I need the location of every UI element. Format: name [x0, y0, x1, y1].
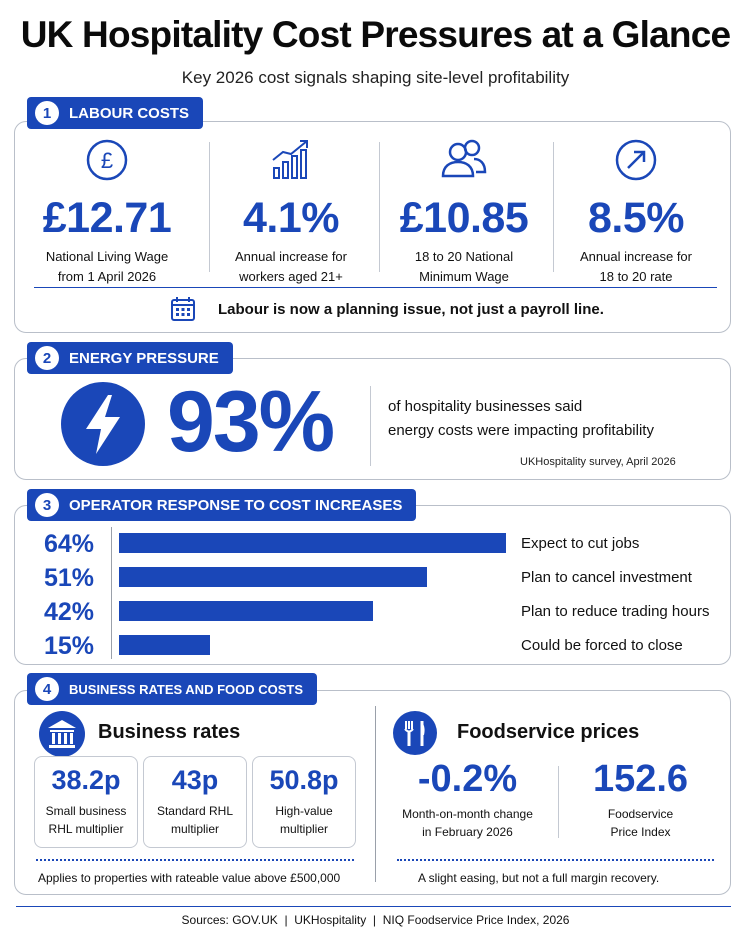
rates-note: Applies to properties with rateable valu…: [38, 871, 341, 885]
section-heading: OPERATOR RESPONSE TO COST INCREASES: [69, 496, 403, 514]
divider: [558, 766, 559, 838]
bar-value-label: 42%: [44, 598, 95, 626]
page-title: UK Hospitality Cost Pressures at a Glanc…: [20, 14, 731, 55]
stat-label: National Living Wage from 1 April 2026: [45, 249, 169, 284]
dotted-divider: [36, 859, 354, 861]
bar: [119, 635, 210, 655]
divider: [553, 142, 554, 272]
bar: [119, 601, 373, 621]
bar: [119, 567, 427, 587]
pound-icon: £: [86, 139, 128, 181]
bar-value-label: 64%: [44, 530, 95, 558]
stat-label: 18 to 20 National Minimum Wage: [414, 249, 514, 284]
food-title: Foodservice prices: [457, 721, 640, 743]
rate-card-small: 38.2p Small business RHL multiplier: [34, 756, 138, 848]
stat-value: £12.71: [42, 194, 172, 242]
section-number: 1: [35, 101, 59, 125]
rate-value: 43p: [171, 765, 219, 795]
energy-source: UKHospitality survey, April 2026: [520, 456, 676, 468]
section-number: 3: [35, 493, 59, 517]
labour-tag: 1 LABOUR COSTS: [27, 97, 203, 129]
divider-line: [34, 287, 717, 288]
divider: [209, 142, 210, 272]
food-value: -0.2%: [417, 758, 518, 800]
rate-value: 38.2p: [51, 765, 121, 795]
dotted-divider: [397, 859, 714, 861]
cutlery-icon: [393, 711, 437, 755]
people-icon: [441, 139, 487, 178]
response-tag: 3 OPERATOR RESPONSE TO COST INCREASES: [27, 489, 417, 521]
energy-tag: 2 ENERGY PRESSURE: [27, 342, 233, 374]
food-note: A slight easing, but not a full margin r…: [418, 871, 660, 885]
stat-annual-increase-18-20: 8.5% Annual increase for 18 to 20 rate: [551, 138, 721, 287]
footer-sources: Sources: GOV.UK | UKHospitality | NIQ Fo…: [181, 913, 570, 927]
energy-text: of hospitality businesses said energy cos…: [388, 398, 654, 439]
arrow-up-right-icon: [615, 139, 657, 181]
bank-icon: [39, 711, 85, 757]
bar-growth-icon: [272, 140, 308, 179]
lightning-icon: [61, 382, 145, 466]
rates-title: Business rates: [98, 721, 241, 743]
bar-category-label: Plan to reduce trading hours: [521, 603, 710, 620]
food-stat-index: 152.6 Foodservice Price Index: [563, 758, 718, 841]
food-value: 152.6: [592, 758, 689, 800]
footer-line: [16, 906, 731, 907]
rate-label: High-value multiplier: [275, 804, 333, 836]
stat-label: Annual increase for workers aged 21+: [234, 249, 347, 284]
bar-value-label: 51%: [44, 564, 95, 592]
rate-label: Standard RHL multiplier: [156, 804, 234, 836]
energy-value: 93%: [167, 374, 335, 470]
bar-category-label: Plan to cancel investment: [521, 569, 692, 586]
food-stat-change: -0.2% Month-on-month change in February 2…: [390, 758, 545, 841]
section-heading: LABOUR COSTS: [69, 104, 189, 122]
bar-category-label: Could be forced to close: [521, 637, 683, 654]
stat-annual-increase-21: 4.1% Annual increase for workers aged 21+: [206, 138, 376, 287]
chart-axis: [111, 527, 112, 659]
stat-minimum-wage-18-20: £10.85 18 to 20 National Minimum Wage: [379, 138, 549, 287]
stat-label: Annual increase for 18 to 20 rate: [579, 249, 692, 284]
rate-value: 50.8p: [269, 765, 339, 795]
section-heading: BUSINESS RATES AND FOOD COSTS: [69, 681, 304, 697]
rates-food-tag: 4 BUSINESS RATES AND FOOD COSTS: [27, 673, 318, 705]
food-label: Month-on-month change in February 2026: [402, 807, 533, 839]
stat-value: 4.1%: [242, 194, 340, 242]
page-subtitle: Key 2026 cost signals shaping site-level…: [181, 68, 570, 87]
section-number: 2: [35, 346, 59, 370]
stat-value: 8.5%: [587, 194, 685, 242]
section-number: 4: [35, 677, 59, 701]
stat-living-wage: £ £12.71 National Living Wage from 1 Apri…: [22, 138, 192, 287]
bar-category-label: Expect to cut jobs: [521, 535, 640, 552]
calendar-icon: [171, 297, 195, 321]
section-heading: ENERGY PRESSURE: [69, 349, 219, 367]
rate-card-high-value: 50.8p High-value multiplier: [252, 756, 356, 848]
labour-panel: [14, 121, 731, 333]
rate-card-standard: 43p Standard RHL multiplier: [143, 756, 247, 848]
bar: [119, 533, 506, 553]
labour-note: Labour is now a planning issue, not just…: [170, 296, 604, 322]
note-text: Labour is now a planning issue, not just…: [218, 300, 604, 318]
svg-text:£: £: [101, 148, 113, 173]
divider: [375, 706, 376, 882]
rate-label: Small business RHL multiplier: [45, 804, 127, 836]
food-label: Foodservice Price Index: [607, 807, 674, 839]
divider: [379, 142, 380, 272]
stat-value: £10.85: [399, 194, 529, 242]
divider: [370, 386, 371, 466]
bar-value-label: 15%: [44, 632, 95, 660]
